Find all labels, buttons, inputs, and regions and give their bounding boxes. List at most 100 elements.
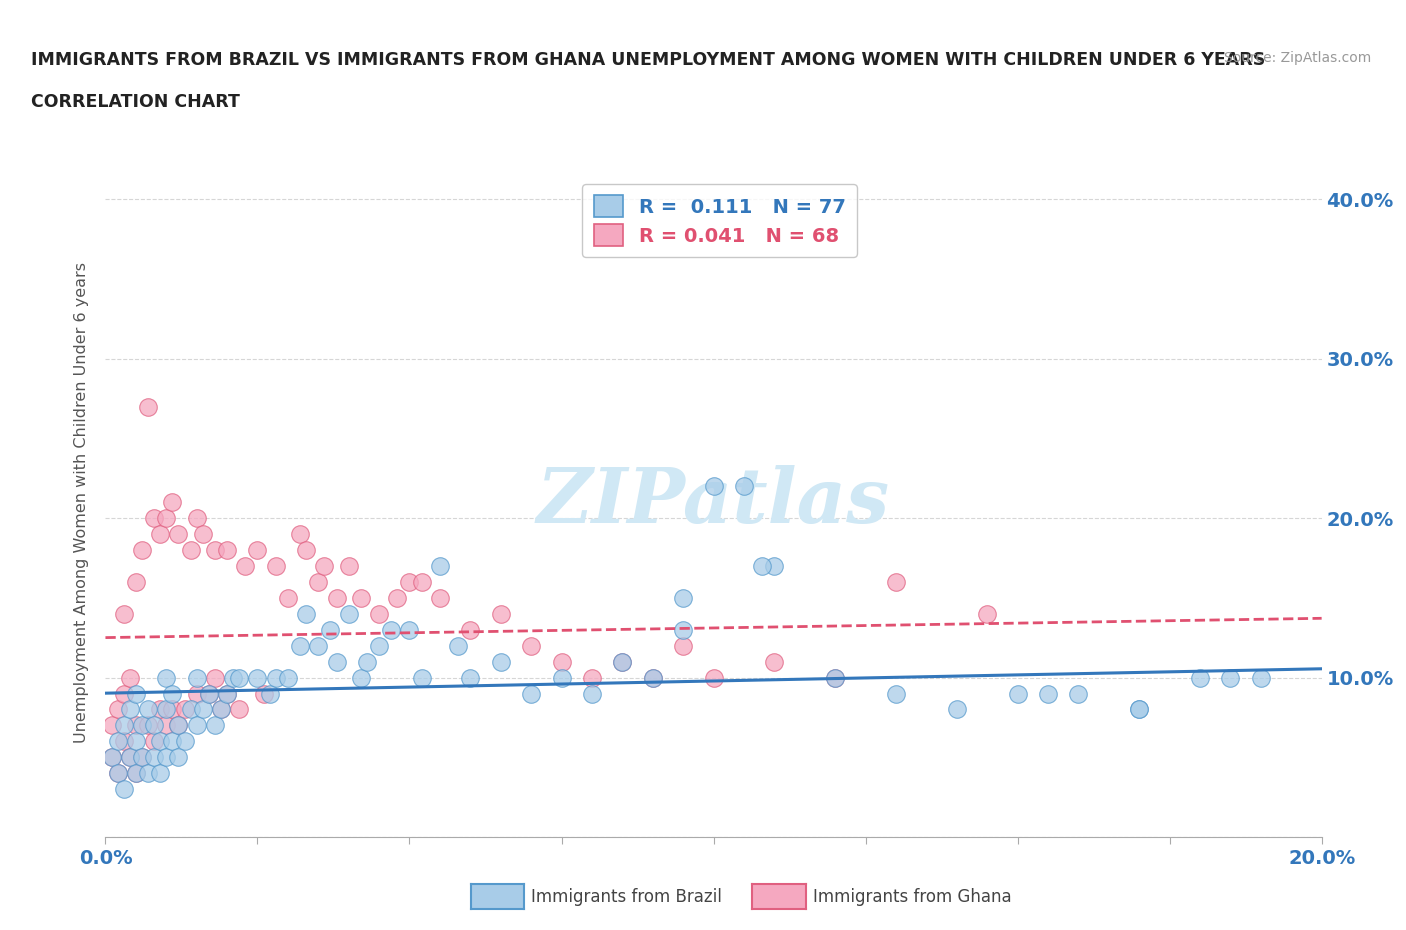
Point [131, 542, 153, 557]
Point [233, 559, 256, 574]
Point [350, 591, 373, 605]
Point [520, 638, 543, 653]
Point [112, 734, 135, 749]
Point [209, 702, 232, 717]
Point [295, 606, 318, 621]
Point [180, 542, 202, 557]
Point [612, 654, 634, 669]
Point [398, 575, 420, 590]
Point [136, 718, 159, 733]
Point [288, 638, 311, 653]
Point [118, 702, 141, 717]
Point [976, 606, 998, 621]
Point [277, 591, 299, 605]
Point [112, 782, 135, 797]
Point [107, 702, 129, 717]
Point [612, 654, 634, 669]
Point [387, 591, 409, 605]
Point [380, 622, 402, 637]
Point [125, 765, 148, 780]
Point [204, 718, 226, 733]
Point [118, 671, 141, 685]
Point [167, 718, 190, 733]
Point [112, 718, 135, 733]
Point [167, 750, 190, 764]
Point [149, 526, 172, 541]
Point [107, 734, 129, 749]
Point [131, 750, 153, 764]
Point [125, 575, 148, 590]
Point [337, 606, 360, 621]
Point [222, 671, 245, 685]
Point [411, 671, 433, 685]
Point [217, 686, 239, 701]
Point [162, 495, 184, 510]
Point [162, 702, 184, 717]
Point [319, 622, 342, 637]
Point [350, 671, 373, 685]
Point [180, 702, 202, 717]
Point [458, 622, 481, 637]
Point [314, 559, 336, 574]
Point [162, 686, 184, 701]
Point [155, 750, 177, 764]
Point [641, 671, 664, 685]
Point [136, 765, 159, 780]
Text: ZIPatlas: ZIPatlas [537, 465, 890, 539]
Point [429, 559, 451, 574]
Point [489, 654, 512, 669]
Point [209, 702, 232, 717]
Point [173, 702, 195, 717]
Point [884, 575, 907, 590]
Point [112, 606, 135, 621]
Point [112, 686, 135, 701]
Point [1036, 686, 1059, 701]
Point [155, 718, 177, 733]
Point [581, 671, 603, 685]
Point [125, 734, 148, 749]
Point [136, 702, 159, 717]
Point [125, 686, 148, 701]
Point [118, 750, 141, 764]
Point [702, 671, 725, 685]
Y-axis label: Unemployment Among Women with Children Under 6 years: Unemployment Among Women with Children U… [75, 261, 90, 743]
Text: IMMIGRANTS FROM BRAZIL VS IMMIGRANTS FROM GHANA UNEMPLOYMENT AMONG WOMEN WITH CH: IMMIGRANTS FROM BRAZIL VS IMMIGRANTS FRO… [31, 51, 1265, 69]
Point [149, 702, 172, 717]
Point [429, 591, 451, 605]
Point [143, 750, 166, 764]
Point [550, 654, 572, 669]
Point [191, 702, 214, 717]
Legend: R =  0.111   N = 77, R = 0.041   N = 68: R = 0.111 N = 77, R = 0.041 N = 68 [582, 184, 858, 258]
Point [143, 718, 166, 733]
Point [186, 718, 208, 733]
Text: Immigrants from Ghana: Immigrants from Ghana [813, 887, 1011, 906]
Point [143, 734, 166, 749]
Point [264, 671, 287, 685]
Point [167, 526, 190, 541]
Point [100, 718, 122, 733]
Point [884, 686, 907, 701]
Point [125, 718, 148, 733]
Text: CORRELATION CHART: CORRELATION CHART [31, 93, 240, 111]
Point [149, 765, 172, 780]
Point [198, 686, 221, 701]
Point [167, 718, 190, 733]
Point [550, 671, 572, 685]
Point [162, 734, 184, 749]
Point [246, 671, 269, 685]
Point [824, 671, 846, 685]
Point [288, 526, 311, 541]
Point [702, 479, 725, 494]
Point [217, 686, 239, 701]
Point [763, 559, 786, 574]
Point [149, 734, 172, 749]
Text: Source: ZipAtlas.com: Source: ZipAtlas.com [1223, 51, 1371, 65]
Point [325, 591, 347, 605]
Point [228, 702, 250, 717]
Point [252, 686, 274, 701]
Point [186, 511, 208, 525]
Point [277, 671, 299, 685]
Point [672, 622, 695, 637]
Point [173, 734, 195, 749]
Point [155, 511, 177, 525]
